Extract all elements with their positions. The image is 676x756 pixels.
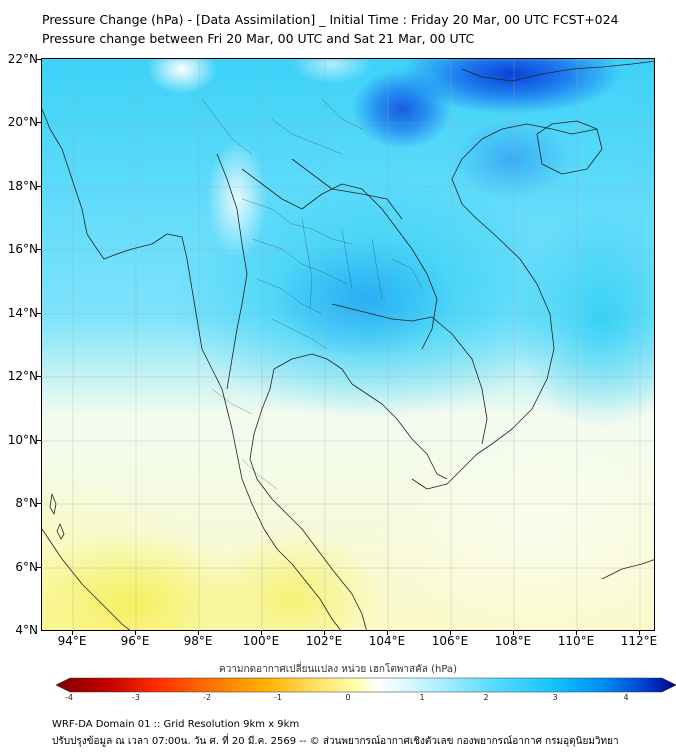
lat-tick bbox=[36, 313, 41, 314]
lat-label-8n: 8°N bbox=[15, 496, 38, 510]
colorbar-tick: -3 bbox=[132, 693, 140, 702]
lat-tick bbox=[36, 186, 41, 187]
lon-tick bbox=[513, 631, 514, 635]
colorbar-tick: -1 bbox=[274, 693, 282, 702]
lon-tick bbox=[135, 631, 136, 635]
lon-tick bbox=[639, 631, 640, 635]
lon-tick bbox=[387, 631, 388, 635]
lon-label-104e: 104°E bbox=[368, 634, 406, 648]
lon-label-96e: 96°E bbox=[120, 634, 150, 648]
lon-tick bbox=[576, 631, 577, 635]
lat-label-14n: 14°N bbox=[7, 306, 38, 320]
lat-tick bbox=[36, 440, 41, 441]
colorbar-tick: 0 bbox=[345, 693, 351, 702]
colorbar-tick: 2 bbox=[483, 693, 489, 702]
lat-label-20n: 20°N bbox=[7, 115, 38, 129]
map-title: Pressure Change (hPa) - [Data Assimilati… bbox=[42, 12, 619, 27]
lat-label-22n: 22°N bbox=[7, 52, 38, 66]
lat-label-18n: 18°N bbox=[7, 179, 38, 193]
map-panel bbox=[41, 58, 655, 631]
lon-label-112e: 112°E bbox=[620, 634, 658, 648]
lon-label-106e: 106°E bbox=[431, 634, 469, 648]
colorbar-title: ความกดอากาศเปลี่ยนแปลง หน่วย เฮกโตพาสคัล… bbox=[219, 664, 457, 675]
lat-label-12n: 12°N bbox=[7, 369, 38, 383]
lat-tick bbox=[36, 122, 41, 123]
lon-label-98e: 98°E bbox=[183, 634, 213, 648]
lon-label-94e: 94°E bbox=[57, 634, 87, 648]
lat-label-10n: 10°N bbox=[7, 433, 38, 447]
lat-tick bbox=[36, 59, 41, 60]
lat-tick bbox=[36, 567, 41, 568]
lon-label-108e: 108°E bbox=[494, 634, 532, 648]
lon-label-110e: 110°E bbox=[557, 634, 595, 648]
colorbar-tick: 4 bbox=[623, 693, 629, 702]
colorbar-tick: -4 bbox=[65, 693, 73, 702]
lat-tick bbox=[36, 503, 41, 504]
lat-label-16n: 16°N bbox=[7, 242, 38, 256]
lon-tick bbox=[72, 631, 73, 635]
credit-line: ปรับปรุงข้อมูล ณ เวลา 07:00น. วัน ศ. ที่… bbox=[52, 736, 619, 747]
pressure-change-map bbox=[42, 59, 654, 630]
colorbar-tick: -2 bbox=[203, 693, 211, 702]
map-subtitle: Pressure change between Fri 20 Mar, 00 U… bbox=[42, 31, 475, 46]
model-info: WRF-DA Domain 01 :: Grid Resolution 9km … bbox=[52, 719, 300, 730]
lon-tick bbox=[198, 631, 199, 635]
colorbar bbox=[56, 677, 676, 693]
lon-tick bbox=[324, 631, 325, 635]
lon-tick bbox=[261, 631, 262, 635]
lon-label-100e: 100°E bbox=[242, 634, 280, 648]
lon-tick bbox=[450, 631, 451, 635]
lat-tick bbox=[36, 249, 41, 250]
lat-label-4n: 4°N bbox=[15, 623, 38, 637]
colorbar-tick: 3 bbox=[552, 693, 558, 702]
lon-label-102e: 102°E bbox=[305, 634, 343, 648]
lat-tick bbox=[36, 376, 41, 377]
colorbar-tick: 1 bbox=[419, 693, 425, 702]
lat-label-6n: 6°N bbox=[15, 560, 38, 574]
